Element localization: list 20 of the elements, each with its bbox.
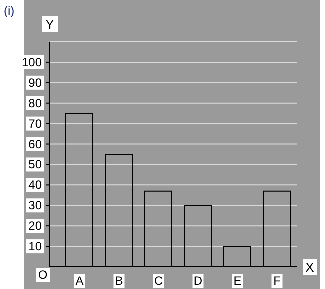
- y-tick-label: 90: [28, 76, 42, 90]
- y-tick-label: 40: [28, 178, 42, 192]
- y-tick-label: 70: [28, 116, 42, 131]
- x-tick-label: C: [154, 274, 164, 288]
- x-tick-label: F: [274, 274, 281, 288]
- y-tick-label: 50: [28, 158, 42, 172]
- y-tick-label: 60: [28, 137, 42, 152]
- y-tick-label: 80: [28, 96, 42, 110]
- y-tick-label: 10: [28, 240, 42, 254]
- y-tick-label: 30: [28, 198, 42, 213]
- x-tick-label: B: [115, 274, 124, 288]
- y-tick-label: 20: [28, 219, 42, 234]
- x-axis-title: X: [306, 260, 315, 275]
- text: O: [38, 268, 48, 282]
- x-tick-label: D: [194, 274, 203, 288]
- x-tick-label: A: [76, 274, 84, 288]
- x-tick-label: E: [234, 274, 242, 288]
- y-tick-label: 100: [22, 55, 42, 70]
- y-axis-title: Y: [46, 17, 55, 32]
- chart-title: (i): [4, 4, 15, 18]
